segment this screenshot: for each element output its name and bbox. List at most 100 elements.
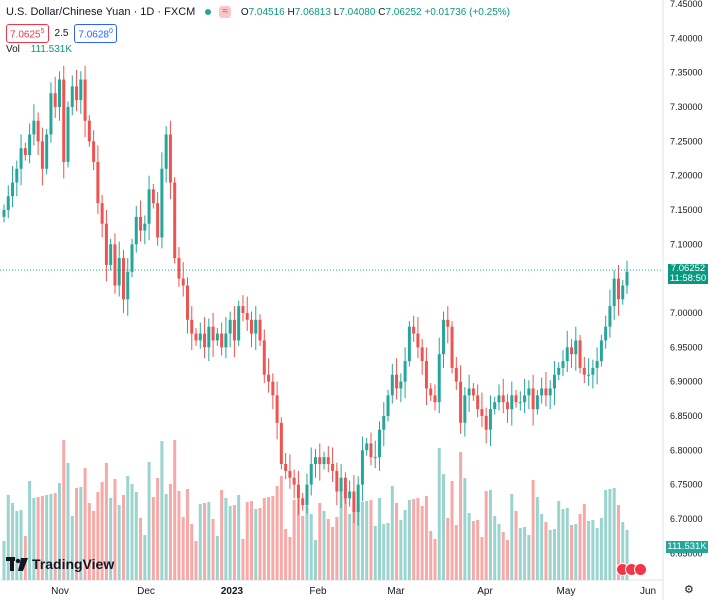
volume-bar: [625, 530, 629, 580]
price-tick-label: 7.45000: [670, 0, 703, 9]
candle-body: [595, 361, 599, 368]
volume-bar: [523, 527, 527, 580]
volume-bar: [305, 506, 309, 580]
volume-bar: [506, 540, 510, 580]
volume-bar: [412, 499, 416, 580]
volume-bar: [309, 514, 313, 580]
candle-body: [420, 347, 424, 362]
volume-bar: [87, 503, 91, 580]
market-open-dot-icon: [205, 9, 212, 15]
candle-body: [104, 223, 108, 265]
candle-body: [352, 491, 356, 513]
sell-button[interactable]: 7.06255: [6, 24, 49, 44]
event-flag-icon[interactable]: [634, 563, 647, 576]
gear-icon[interactable]: ⚙: [684, 584, 694, 596]
volume-label[interactable]: Vol: [6, 44, 20, 55]
volume-bar: [121, 495, 125, 580]
candle-body: [19, 148, 23, 169]
volume-bar: [45, 495, 49, 580]
volume-bar: [557, 501, 561, 580]
candle-body: [454, 367, 458, 382]
volume-bar: [194, 541, 198, 580]
chart-header: U.S. Dollar/Chinese Yuan · 1D · FXCM ≈ O…: [6, 6, 510, 18]
candle-body: [616, 278, 620, 300]
volume-bar: [446, 518, 450, 580]
volume-bar: [173, 440, 177, 580]
volume-bar: [582, 504, 586, 580]
candle-body: [523, 395, 527, 403]
volume-bar: [296, 499, 300, 580]
candle-body: [66, 106, 70, 162]
candle-body: [190, 319, 194, 334]
candle-body: [109, 244, 113, 265]
buy-button[interactable]: 7.06280: [74, 24, 117, 44]
volume-bar: [531, 480, 535, 580]
candle-body: [177, 258, 181, 279]
volume-bar: [220, 490, 224, 580]
tradingview-logo-icon: [6, 557, 28, 571]
candle-body: [484, 415, 488, 430]
volume-bar: [207, 502, 211, 580]
candle-body: [36, 120, 40, 142]
volume-bar: [570, 525, 574, 580]
volume-bar: [113, 479, 117, 580]
candle-body: [540, 388, 544, 396]
price-tick-label: 7.35000: [670, 68, 703, 78]
volume-bar: [416, 498, 420, 580]
volume-bar: [407, 500, 411, 580]
volume-bar: [561, 509, 565, 580]
candle-body: [96, 161, 100, 204]
tradingview-logo[interactable]: TradingView: [6, 556, 114, 572]
approx-badge[interactable]: ≈: [219, 6, 231, 18]
candle-body: [117, 258, 121, 286]
candle-body: [343, 477, 347, 499]
volume-bar: [420, 506, 424, 580]
candle-body: [32, 120, 36, 135]
price-tick-label: 6.95000: [670, 342, 703, 352]
volume-bar: [608, 489, 612, 580]
candle-body: [6, 196, 10, 210]
candle-body: [198, 333, 202, 341]
volume-bar: [292, 500, 296, 580]
volume-bar: [459, 452, 463, 580]
candle-body: [625, 271, 629, 286]
candle-body: [151, 189, 155, 204]
volume-bar: [215, 536, 219, 580]
candle-body: [459, 381, 463, 423]
candle-body: [134, 216, 138, 245]
trade-row: 7.06255 2.5 7.06280: [6, 24, 117, 44]
volume-bar: [360, 502, 364, 580]
economic-events[interactable]: [616, 563, 647, 576]
volume-bar: [424, 496, 428, 580]
candle-body: [467, 388, 471, 396]
volume-bar: [318, 503, 322, 580]
candle-body: [11, 182, 15, 197]
time-tick-label: Jun: [640, 586, 656, 597]
volume-bar: [70, 516, 74, 580]
volume-bar: [147, 462, 151, 580]
volume-bar: [160, 441, 164, 580]
candle-body: [168, 134, 172, 183]
volume-bar: [66, 463, 70, 580]
volume-bar: [352, 504, 356, 580]
volume-bar: [254, 509, 258, 580]
candle-body: [62, 79, 66, 162]
volume-bar: [587, 521, 591, 580]
volume-legend: Vol 111.531K: [6, 44, 72, 55]
symbol-title[interactable]: U.S. Dollar/Chinese Yuan · 1D · FXCM: [6, 6, 196, 18]
volume-bar: [616, 505, 620, 580]
volume-bar: [480, 537, 484, 580]
candle-body: [335, 470, 339, 492]
volume-bar: [228, 506, 232, 580]
volume-bar: [139, 518, 143, 580]
volume-bar: [79, 487, 83, 580]
volume-bar: [339, 489, 343, 580]
candle-body: [395, 374, 399, 389]
candle-body: [612, 278, 616, 307]
volume-bar: [437, 448, 441, 580]
candle-body: [279, 422, 283, 465]
time-tick-label: Mar: [387, 586, 405, 597]
candle-body: [245, 312, 249, 320]
volume-bar: [599, 518, 603, 580]
